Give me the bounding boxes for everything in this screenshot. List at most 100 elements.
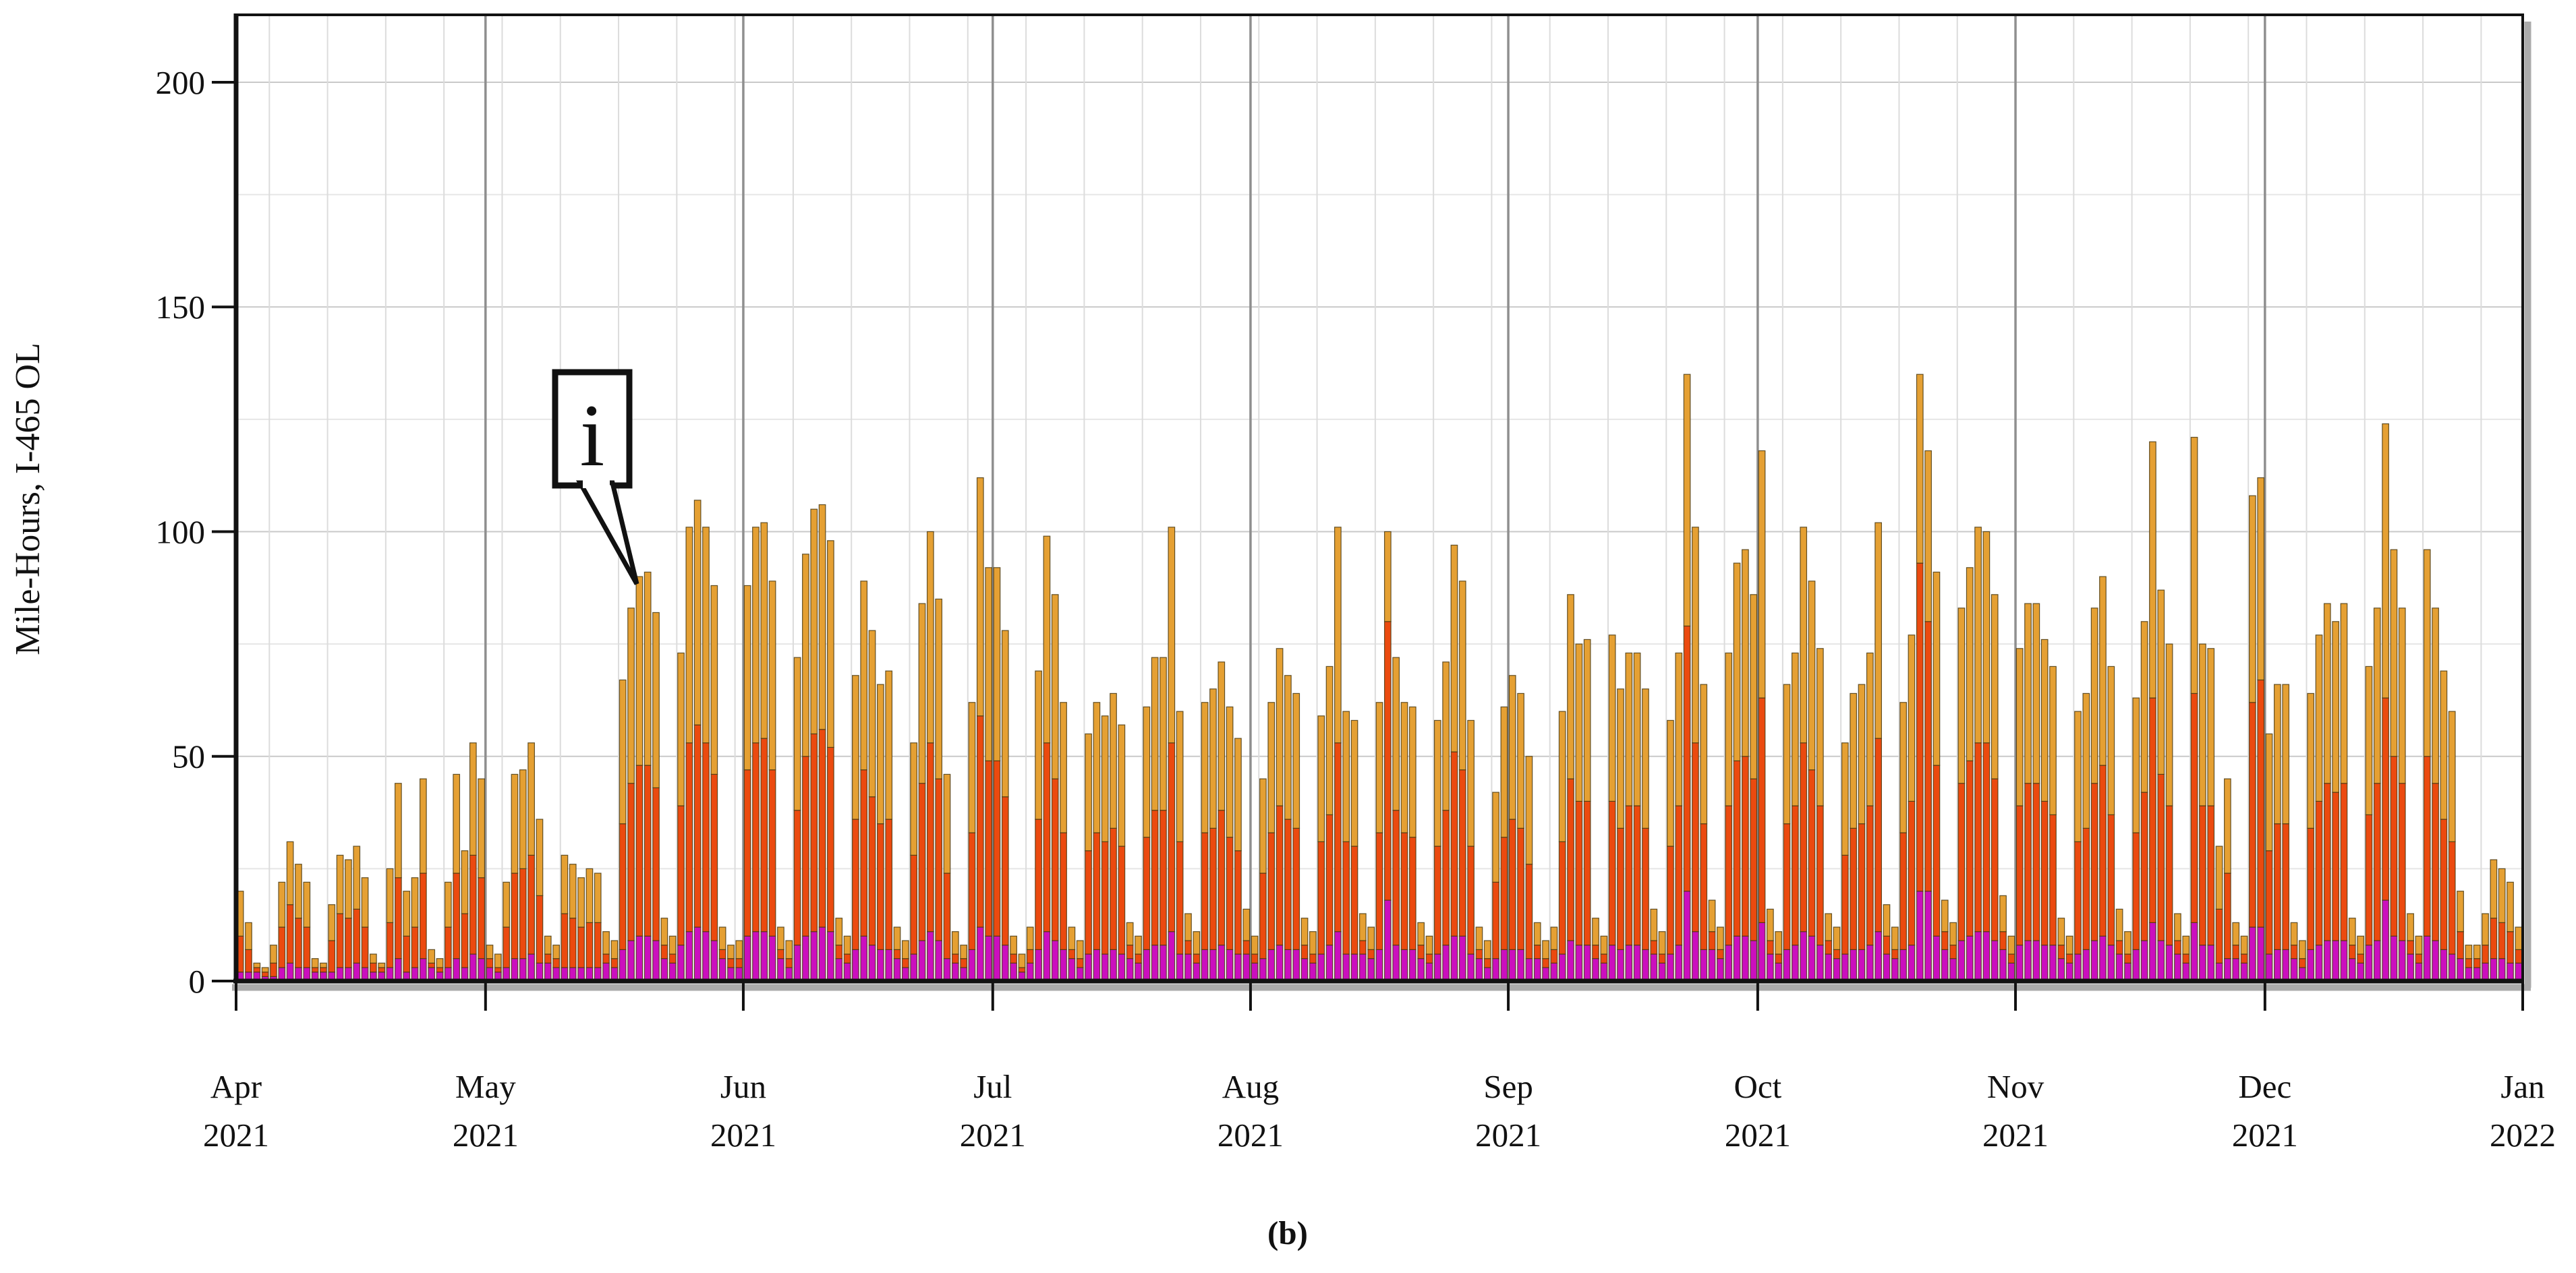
- bar-segment: [627, 940, 635, 982]
- bar-segment: [395, 958, 402, 982]
- bar-segment: [1193, 962, 1201, 982]
- y-axis-labels-layer: 0 50 100 150 200: [156, 64, 206, 1000]
- bar-segment: [2432, 783, 2439, 941]
- bar-segment: [2290, 958, 2298, 982]
- bar-segment: [785, 940, 793, 959]
- bar-segment: [901, 958, 909, 968]
- bar-segment: [2207, 805, 2215, 946]
- bar-segment: [1974, 527, 1982, 744]
- bar-segment: [2348, 958, 2356, 982]
- bar-segment: [926, 531, 934, 744]
- bar-segment: [411, 926, 419, 968]
- bar-segment: [1400, 832, 1408, 950]
- bar-segment: [1458, 581, 1466, 771]
- bar-segment: [585, 868, 594, 923]
- bar-segment: [311, 958, 319, 968]
- bar-segment: [1483, 958, 1491, 968]
- bar-segment: [478, 877, 486, 959]
- x-tick-label: Nov 2021: [1982, 1068, 2049, 1154]
- bar-segment: [2282, 949, 2290, 982]
- bar-segment: [619, 679, 627, 825]
- bar-segment: [1417, 945, 1425, 959]
- bar-segment: [2482, 945, 2489, 964]
- bar-segment: [793, 945, 801, 982]
- bar-segment: [2323, 603, 2331, 784]
- bar-segment: [1392, 945, 1400, 982]
- bar-segment: [1193, 931, 1201, 955]
- bar-segment: [1168, 931, 1176, 982]
- bar-segment: [1816, 945, 1824, 982]
- bar-segment: [2074, 711, 2082, 842]
- bar-segment: [743, 585, 751, 771]
- bar-segment: [1276, 805, 1284, 946]
- bar-segment: [860, 581, 868, 771]
- bar-segment: [2473, 958, 2481, 968]
- bar-segment: [1650, 908, 1658, 941]
- bar-segment: [835, 945, 843, 959]
- bar-segment: [1467, 719, 1475, 847]
- bar-segment: [2415, 962, 2423, 982]
- bar-segment: [1525, 958, 1533, 982]
- bar-segment: [469, 854, 477, 955]
- bar-segment: [1916, 562, 1924, 892]
- bar-segment: [1883, 935, 1891, 955]
- bar-segment: [1358, 940, 1367, 955]
- bar-segment: [2390, 549, 2398, 757]
- bar-segment: [1184, 913, 1192, 941]
- bar-segment: [2273, 684, 2281, 825]
- bar-segment: [1841, 854, 1849, 955]
- bar-segment: [1101, 715, 1109, 842]
- bar-segment: [2373, 940, 2381, 982]
- bar-segment: [1483, 940, 1491, 959]
- bar-segment: [2482, 913, 2489, 946]
- bar-segment: [336, 854, 344, 914]
- bar-segment: [1226, 837, 1234, 950]
- bar-segment: [486, 958, 494, 968]
- bar-segment: [2515, 926, 2523, 950]
- bar-segment: [1675, 652, 1683, 806]
- bar-segment: [2065, 962, 2073, 982]
- bar-segment: [403, 891, 411, 937]
- bar-segment: [585, 922, 594, 968]
- bar-segment: [1201, 702, 1209, 833]
- bar-segment: [1467, 953, 1475, 982]
- bar-segment: [2040, 800, 2049, 946]
- bar-segment: [1259, 872, 1267, 959]
- bar-segment: [1467, 846, 1475, 955]
- y-tick-label: 50: [172, 738, 205, 775]
- bar-segment: [1692, 527, 1699, 744]
- bar-segment: [2340, 603, 2348, 784]
- bar-segment: [527, 854, 535, 955]
- bar-segment: [2515, 962, 2523, 982]
- bar-segment: [1816, 805, 1824, 946]
- bar-segment: [1891, 926, 1899, 950]
- bar-segment: [1658, 931, 1666, 955]
- bar-segment: [2099, 765, 2107, 937]
- bar-segment: [1883, 904, 1891, 937]
- bar-segment: [985, 760, 992, 937]
- bar-segment: [2465, 958, 2473, 968]
- bar-segment: [2082, 827, 2090, 950]
- bar-segment: [527, 742, 535, 856]
- bar-segment: [478, 778, 486, 879]
- bar-segment: [2024, 783, 2032, 941]
- bar-segment: [2423, 935, 2431, 982]
- bar-segment: [2057, 958, 2065, 982]
- bar-segment: [1908, 800, 1916, 946]
- bar-segment: [2348, 945, 2356, 959]
- bar-segment: [727, 945, 735, 959]
- bar-segment: [635, 765, 643, 937]
- bar-segment: [577, 926, 585, 968]
- bar-segment: [935, 778, 943, 941]
- bar-segment: [818, 729, 826, 928]
- bar-segment: [1251, 962, 1259, 982]
- bar-segment: [985, 935, 992, 982]
- bar-segment: [652, 612, 660, 788]
- bar-segment: [1783, 823, 1791, 950]
- bar-segment: [1209, 827, 1217, 950]
- bar-segment: [2473, 945, 2481, 959]
- bar-segment: [935, 940, 943, 982]
- bar-segment: [1051, 778, 1059, 941]
- bar-segment: [1350, 719, 1358, 847]
- bar-segment: [2215, 846, 2223, 910]
